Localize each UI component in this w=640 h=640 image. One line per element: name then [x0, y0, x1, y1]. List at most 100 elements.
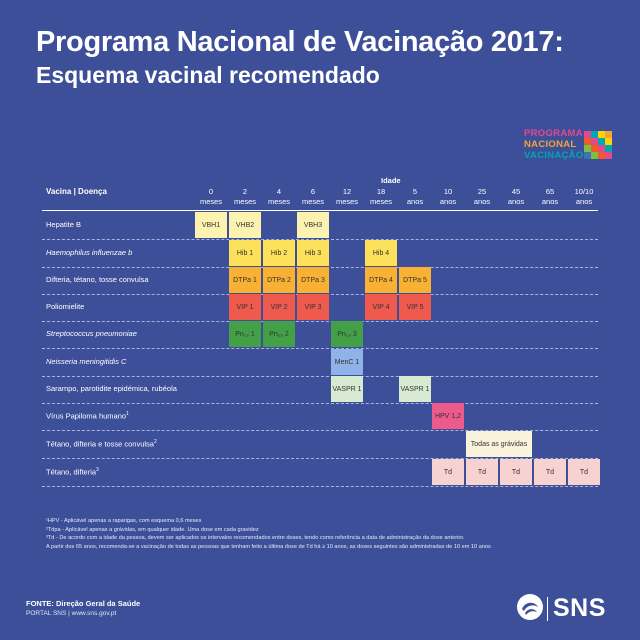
age-unit: meses — [301, 197, 325, 206]
pnv-mosaic-square — [605, 131, 612, 138]
row-footnote-mark: 2 — [153, 439, 157, 445]
pnv-logo-line2: NACIONAL — [524, 139, 577, 150]
age-number: 0 — [208, 187, 214, 196]
sns-separator — [547, 597, 548, 621]
age-number: 2 — [242, 187, 248, 196]
vaccine-dose-cell: VIP 1 — [229, 294, 261, 320]
pnv-mosaic-square — [598, 131, 605, 138]
vaccine-dose-cell: Td — [500, 459, 532, 485]
row-label-text: Tétano, difteria e tosse convulsa — [46, 439, 154, 449]
age-header: 10 anos — [430, 187, 466, 207]
vaccine-dose-cell: VIP 3 — [297, 294, 329, 320]
vaccine-column-header: Vacina | Doença — [46, 187, 107, 196]
row-label-text: Vírus Papiloma humano — [46, 411, 127, 421]
row-label: Hepatite B — [46, 220, 81, 229]
vaccine-dose-cell: DTPa 5 — [399, 267, 431, 293]
pnv-mosaic-square — [605, 152, 612, 159]
age-unit: meses — [233, 197, 257, 206]
age-unit: meses — [369, 197, 393, 206]
vaccine-dose-cell: Pn₁₃ 1 — [229, 321, 261, 347]
age-header: 12 meses — [329, 187, 365, 207]
row-label: Haemophilus influenzae b — [46, 248, 132, 257]
vaccine-dose-cell: Pn₁₃ 2 — [263, 321, 295, 347]
pnv-mosaic-icon — [584, 131, 612, 159]
sns-text: SNS — [553, 594, 606, 622]
vaccine-dose-cell: Hib 3 — [297, 240, 329, 266]
vaccine-dose-cell: Td — [534, 459, 566, 485]
age-number: 10/10 — [574, 187, 594, 196]
row-label-text: Difteria, tétano, tosse convulsa — [46, 275, 149, 284]
age-header: 65 anos — [532, 187, 568, 207]
pnv-mosaic-square — [591, 131, 598, 138]
pnv-logo-line1: PROGRAMA — [524, 128, 583, 139]
vaccine-dose-cell: MenC 1 — [331, 349, 363, 375]
footnote-2: ²Tdpa - Aplicável apenas a grávidas, em … — [46, 526, 259, 533]
row-divider — [42, 239, 598, 240]
vaccine-dose-cell: VBH1 — [195, 212, 227, 238]
pnv-mosaic-square — [584, 145, 591, 152]
sns-circle-icon — [517, 594, 543, 620]
age-number: 45 — [511, 187, 521, 196]
vaccine-dose-cell: VASPR 1 — [331, 376, 363, 402]
vaccine-dose-cell: VIP 2 — [263, 294, 295, 320]
row-label-text: Streptococcus pneumoniae — [46, 329, 137, 338]
row-label-text: Poliomielite — [46, 302, 85, 311]
idade-label: Idade — [381, 176, 401, 185]
pnv-mosaic-square — [584, 131, 591, 138]
age-unit: anos — [439, 197, 457, 206]
vaccine-dose-cell: Pn₁₃ 3 — [331, 321, 363, 347]
pnv-mosaic-square — [584, 138, 591, 145]
age-unit: anos — [406, 197, 424, 206]
age-header: 6 meses — [295, 187, 331, 207]
vaccine-dose-cell: VIP 5 — [399, 294, 431, 320]
row-label-text: Hepatite B — [46, 220, 82, 229]
row-label: Sarampo, parotidite epidémica, rubéola — [46, 384, 177, 393]
footnote-4: A partir dos 65 anos, recomenda-se a vac… — [46, 543, 491, 550]
vaccine-dose-cell: Td — [568, 459, 600, 485]
footnotes: ¹HPV - Aplicável apenas a raparigas, com… — [46, 517, 491, 551]
row-divider — [42, 321, 598, 322]
pnv-mosaic-square — [605, 138, 612, 145]
pnv-logo: PROGRAMA NACIONAL VACINAÇÃO — [524, 128, 614, 164]
row-label-text: Neisseria meningitidis C — [46, 357, 127, 366]
row-footnote-mark: 3 — [96, 467, 99, 473]
age-header: 2 meses — [227, 187, 263, 207]
row-divider — [42, 403, 598, 404]
age-number: 6 — [310, 187, 316, 196]
age-number: 10 — [443, 187, 453, 196]
age-number: 25 — [477, 187, 487, 196]
vaccine-dose-cell: VIP 4 — [365, 294, 397, 320]
row-divider — [42, 486, 598, 487]
age-number: 65 — [545, 187, 555, 196]
age-number: 18 — [376, 187, 386, 196]
header-divider — [42, 210, 598, 211]
pnv-mosaic-square — [591, 152, 598, 159]
pnv-mosaic-square — [598, 145, 605, 152]
age-unit: meses — [199, 197, 223, 206]
age-header: 25 anos — [464, 187, 500, 207]
row-label-text: Tétano, difteria — [46, 467, 97, 477]
pnv-mosaic-square — [584, 152, 591, 159]
age-header: 4 meses — [261, 187, 297, 207]
pnv-mosaic-square — [591, 145, 598, 152]
vaccine-dose-cell: VASPR 1 — [399, 376, 431, 402]
pnv-logo-text: PROGRAMA NACIONAL VACINAÇÃO — [524, 128, 584, 161]
vaccine-dose-cell: Hib 2 — [263, 240, 295, 266]
vaccine-dose-cell: VHB2 — [229, 212, 261, 238]
age-header: 18 meses — [363, 187, 399, 207]
age-number: 4 — [276, 187, 282, 196]
row-label: Poliomielite — [46, 302, 84, 311]
row-label: Tétano, difteria3 — [46, 467, 99, 477]
portal-link[interactable]: PORTAL SNS | www.sns.gov.pt — [26, 610, 117, 617]
vaccine-dose-cell: Td — [432, 459, 464, 485]
pnv-mosaic-square — [598, 138, 605, 145]
age-header: 0 meses — [193, 187, 229, 207]
age-unit: anos — [575, 197, 593, 206]
age-header: 5 anos — [397, 187, 433, 207]
age-header: 45 anos — [498, 187, 534, 207]
page-title: Programa Nacional de Vacinação 2017: — [36, 26, 564, 58]
age-number: 12 — [342, 187, 352, 196]
age-unit: anos — [541, 197, 559, 206]
page-subtitle: Esquema vacinal recomendado — [36, 62, 380, 88]
age-unit: anos — [473, 197, 491, 206]
